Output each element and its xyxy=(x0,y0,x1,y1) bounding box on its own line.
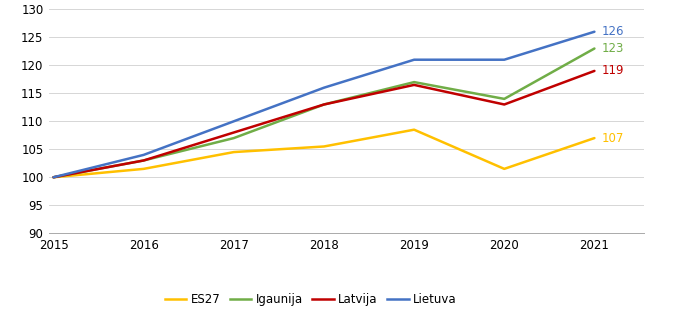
ES27 xyxy=(320,145,328,148)
Line: Igaunija: Igaunija xyxy=(53,49,594,177)
Line: Lietuva: Lietuva xyxy=(53,32,594,177)
Lietuva xyxy=(230,119,238,123)
ES27 xyxy=(49,175,57,179)
Igaunija xyxy=(139,159,148,162)
Lietuva xyxy=(410,58,419,62)
Igaunija xyxy=(590,47,598,50)
Igaunija xyxy=(500,97,508,101)
Latvija xyxy=(230,131,238,134)
Legend: ES27, Igaunija, Latvija, Lietuva: ES27, Igaunija, Latvija, Lietuva xyxy=(160,288,461,311)
Igaunija xyxy=(320,103,328,106)
ES27 xyxy=(500,167,508,171)
Lietuva xyxy=(320,86,328,90)
Latvija xyxy=(49,175,57,179)
Line: ES27: ES27 xyxy=(53,130,594,177)
Text: 126: 126 xyxy=(601,25,624,38)
Igaunija xyxy=(230,136,238,140)
Text: 119: 119 xyxy=(601,64,624,77)
Lietuva xyxy=(500,58,508,62)
Lietuva xyxy=(49,175,57,179)
Line: Latvija: Latvija xyxy=(53,71,594,177)
Igaunija xyxy=(49,175,57,179)
Latvija xyxy=(500,103,508,106)
Text: 107: 107 xyxy=(601,132,624,145)
Text: 123: 123 xyxy=(601,42,624,55)
Latvija xyxy=(590,69,598,73)
ES27 xyxy=(139,167,148,171)
Igaunija xyxy=(410,80,419,84)
ES27 xyxy=(410,128,419,132)
Latvija xyxy=(410,83,419,87)
Lietuva xyxy=(139,153,148,157)
Latvija xyxy=(320,103,328,106)
Lietuva xyxy=(590,30,598,34)
ES27 xyxy=(590,136,598,140)
ES27 xyxy=(230,150,238,154)
Latvija xyxy=(139,159,148,162)
